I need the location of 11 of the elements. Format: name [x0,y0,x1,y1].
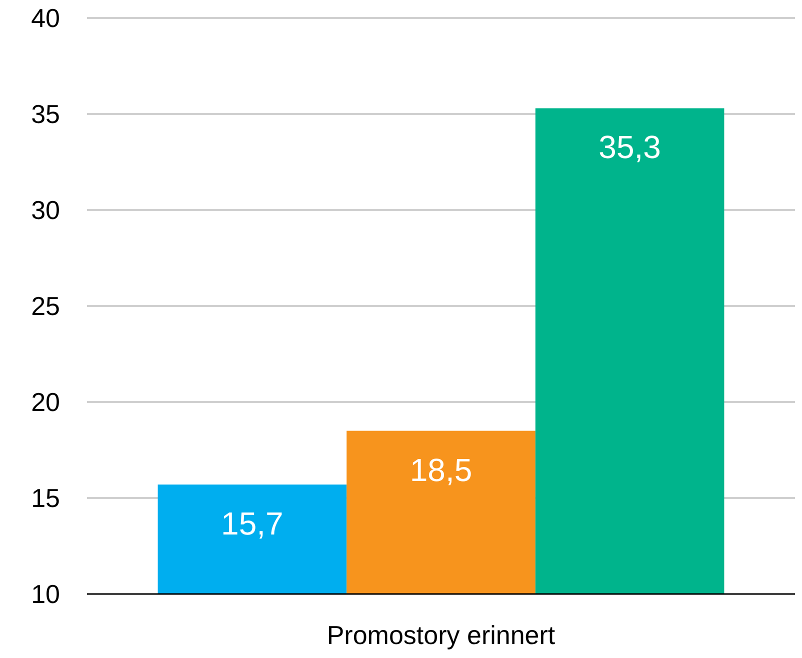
data-label: 35,3 [598,129,661,166]
y-tick-label: 35 [31,99,60,130]
y-tick-label: 15 [31,483,60,514]
data-label: 18,5 [410,452,472,488]
y-tick-label: 25 [31,291,60,322]
y-tick-label: 30 [31,195,60,226]
y-tick-label: 10 [31,579,60,610]
x-tick-label: Promostory erinnert [326,620,556,650]
y-tick-label: 20 [31,387,60,418]
y-tick-label: 40 [31,3,60,34]
data-label: 15,7 [221,506,284,542]
